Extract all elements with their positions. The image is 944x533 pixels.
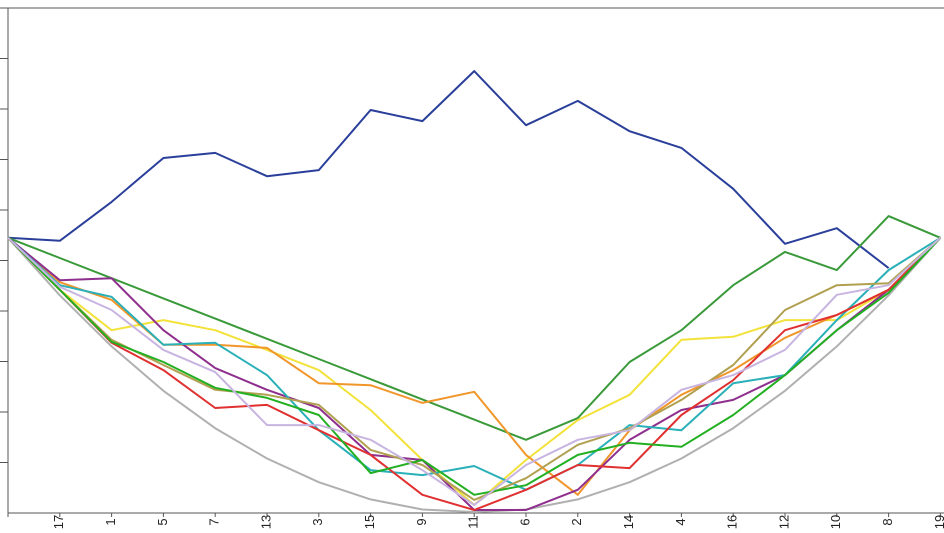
x-tick-label: 9 (414, 518, 429, 525)
x-tick-label: 11 (466, 515, 481, 529)
x-tick-label: 5 (155, 518, 170, 525)
x-tick-label: 3 (310, 518, 325, 525)
x-tick-label: 17 (51, 515, 66, 529)
x-tick-label: 15 (362, 515, 377, 529)
x-tick-label: 10 (828, 515, 843, 529)
x-tick-label: 19 (932, 515, 944, 529)
series-line (7, 236, 941, 491)
x-tick-label: 8 (880, 518, 895, 525)
x-tick-label: 13 (258, 515, 273, 529)
x-tick-label: 4 (673, 518, 688, 525)
series-line (7, 215, 941, 441)
x-tick-label: 6 (517, 518, 532, 525)
series-line (7, 237, 942, 513)
series-line (7, 237, 942, 511)
x-tick-label: 14 (621, 515, 636, 529)
x-tick-label: 7 (207, 518, 222, 525)
x-tick-label: 12 (776, 515, 791, 529)
series-line (7, 237, 942, 501)
x-tick-label: 2 (569, 518, 584, 525)
series-line (7, 237, 942, 496)
series-line (7, 237, 942, 496)
x-tick-label: 1 (103, 518, 118, 525)
series-line (7, 237, 942, 511)
series-line (7, 237, 942, 506)
series-line (7, 237, 942, 506)
x-tick-label: 16 (725, 515, 740, 529)
series-line (7, 70, 890, 269)
